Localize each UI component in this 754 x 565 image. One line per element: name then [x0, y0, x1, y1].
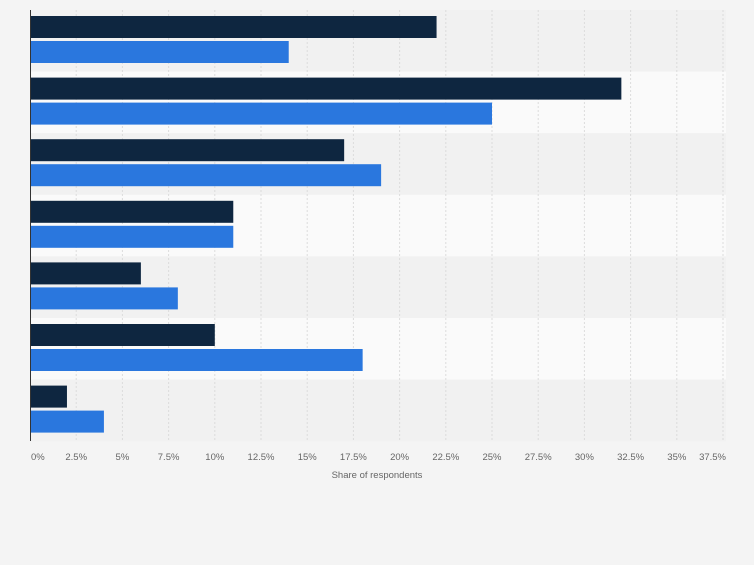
bar — [30, 16, 437, 38]
x-tick-label: 32.5% — [617, 452, 644, 463]
bar — [30, 324, 215, 346]
row-band — [30, 379, 726, 442]
bar — [30, 262, 141, 285]
x-tick-label: 5% — [116, 452, 130, 463]
x-tick-label: 37.5% — [699, 452, 726, 463]
x-tick-label: 27.5% — [525, 452, 552, 463]
x-tick-label: 10% — [205, 452, 225, 463]
x-tick-label: 15% — [298, 452, 318, 463]
bar — [30, 349, 363, 371]
x-tick-label: 30% — [575, 452, 595, 463]
x-axis-label: Share of respondents — [332, 470, 423, 481]
x-tick-label: 25% — [482, 452, 502, 463]
x-tick-label: 22.5% — [432, 452, 459, 463]
bar — [30, 410, 104, 433]
bar — [30, 287, 178, 310]
bar — [30, 41, 289, 63]
bar — [30, 102, 492, 125]
x-tick-label: 35% — [667, 452, 687, 463]
x-tick-label: 17.5% — [340, 452, 367, 463]
bar — [30, 139, 345, 162]
tick-labels: 0% 2.5% 5% 7.5% 10% 12.5% 15% 17.5% 20% 22.5% 25% 2… — [31, 452, 727, 463]
bar — [30, 385, 67, 408]
bar — [30, 225, 234, 248]
x-tick-label: 7.5% — [158, 452, 180, 463]
x-tick-label: 12.5% — [248, 452, 275, 463]
bar — [30, 200, 234, 223]
x-tick-label: 0% — [31, 452, 45, 463]
bars — [30, 16, 622, 433]
bar — [30, 77, 622, 100]
x-tick-label: 20% — [390, 452, 410, 463]
row-bands — [30, 10, 726, 442]
x-tick-label: 2.5% — [65, 452, 87, 463]
bar — [30, 164, 382, 187]
